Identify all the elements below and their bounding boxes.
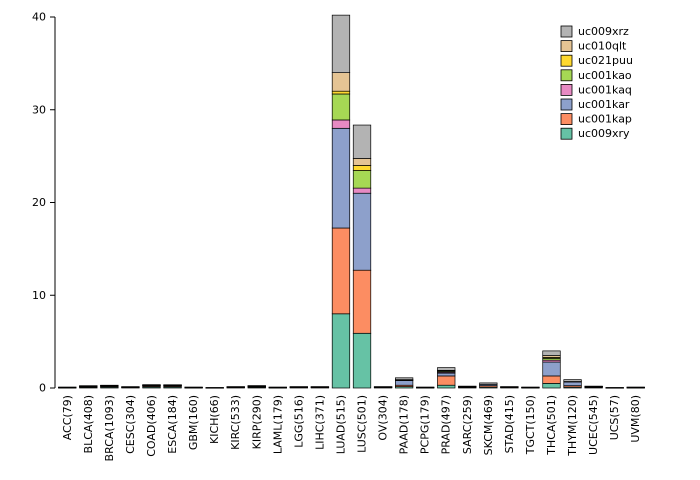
legend-swatch-uc001kar	[560, 98, 573, 111]
x-tick-label: THCA(501)	[545, 395, 558, 456]
legend-swatch-uc001kao	[560, 69, 573, 82]
y-tick-label: 0	[39, 382, 46, 395]
bar-segment-uc001kar	[437, 372, 456, 377]
bar-segment-uc001kaq	[352, 187, 372, 194]
x-tick-label: LUAD(515)	[334, 395, 347, 454]
x-tick-label: CESC(304)	[124, 395, 137, 454]
legend-swatch-uc001kap	[560, 113, 573, 125]
legend-label-uc001kaq: uc001kaq	[578, 83, 632, 96]
x-tick-label: PAAD(178)	[398, 395, 411, 454]
bar-segment-uc001kap	[352, 269, 372, 334]
x-tick-label: KIRC(533)	[229, 395, 242, 450]
legend-label-uc009xrz: uc009xrz	[578, 25, 629, 38]
legend-swatch-uc021puu	[560, 54, 573, 67]
bar-segment-uc009xrz	[542, 350, 561, 356]
x-tick-label: COAD(406)	[145, 395, 158, 457]
bar-segment-uc009xrz	[563, 379, 582, 382]
legend-label-uc001kao: uc001kao	[578, 69, 632, 82]
x-tick-label: GBM(160)	[187, 395, 200, 450]
bar-segment-uc009xry	[331, 313, 351, 389]
x-tick-label: THYM(120)	[566, 395, 579, 457]
y-tick-label: 30	[32, 103, 46, 116]
legend-swatch-uc010qlt	[560, 40, 573, 52]
x-tick-label: UVM(80)	[629, 395, 642, 443]
x-tick-label: BLCA(408)	[82, 395, 95, 453]
bar-segment-uc010qlt	[331, 72, 351, 92]
bar-segment-uc009xrz	[395, 377, 414, 380]
x-tick-label: LIHC(371)	[313, 395, 326, 450]
x-tick-label: OV(304)	[377, 395, 390, 441]
x-tick-label: SARC(259)	[461, 395, 474, 454]
bar-segment-uc001kar	[542, 361, 561, 377]
x-tick-label: PCPG(179)	[419, 395, 432, 454]
x-tick-label: ACC(79)	[61, 395, 74, 440]
legend-swatch-uc009xrz	[560, 25, 573, 38]
legend-label-uc001kap: uc001kap	[578, 113, 632, 126]
legend-swatch-uc001kaq	[560, 84, 573, 96]
legend-label-uc009xry: uc009xry	[578, 127, 630, 140]
bar-segment-uc009xrz	[437, 367, 456, 371]
x-tick-label: PRAD(497)	[440, 395, 453, 454]
bar-segment-uc009xrz	[331, 14, 351, 73]
x-tick-label: KICH(66)	[208, 395, 221, 444]
bar-segment-uc009xrz	[352, 124, 372, 159]
bar-segment-uc001kao	[352, 170, 372, 189]
legend-label-uc001kar: uc001kar	[578, 98, 630, 111]
bar-segment-uc001kar	[395, 380, 414, 386]
bar-segment-uc001kap	[437, 375, 456, 386]
bar-segment-uc009xry	[437, 384, 456, 389]
x-tick-label: LAML(179)	[271, 395, 284, 454]
x-tick-label: SKCM(469)	[482, 395, 495, 455]
x-tick-label: UCEC(545)	[587, 395, 600, 455]
bar-segment-uc001kap	[331, 227, 351, 315]
bar-segment-uc001kao	[331, 93, 351, 121]
bar-segment-uc009xry	[352, 332, 372, 389]
x-tick-label: KIRP(290)	[250, 395, 263, 449]
x-tick-label: ESCA(184)	[166, 395, 179, 454]
bar-segment-uc021puu	[331, 90, 351, 95]
x-tick-label: TGCT(150)	[524, 395, 537, 455]
legend-label-uc010qlt: uc010qlt	[578, 40, 627, 53]
bar-segment-uc001kar	[352, 192, 372, 271]
x-tick-label: UCS(57)	[608, 395, 621, 440]
bar-segment-uc021puu	[352, 165, 372, 171]
bar-segment-uc001kar	[563, 381, 582, 387]
x-tick-label: LGG(516)	[292, 395, 305, 448]
bar-segment-uc009xrz	[479, 382, 498, 385]
bar-segment-uc009xry	[542, 383, 561, 389]
bar-segment-uc001kar	[331, 127, 351, 229]
y-tick-label: 40	[32, 11, 46, 24]
x-tick-label: STAD(415)	[503, 395, 516, 453]
bar-segment-uc001kaq	[331, 119, 351, 129]
legend-swatch-uc009xry	[560, 127, 573, 140]
y-tick-label: 20	[32, 196, 46, 209]
x-tick-label: BRCA(1093)	[103, 395, 116, 461]
y-tick-label: 10	[32, 289, 46, 302]
bar-segment-uc001kap	[542, 375, 561, 384]
x-tick-label: LUSC(501)	[356, 395, 369, 453]
legend-label-uc021puu: uc021puu	[578, 54, 633, 67]
bar-segment-uc010qlt	[352, 158, 372, 166]
